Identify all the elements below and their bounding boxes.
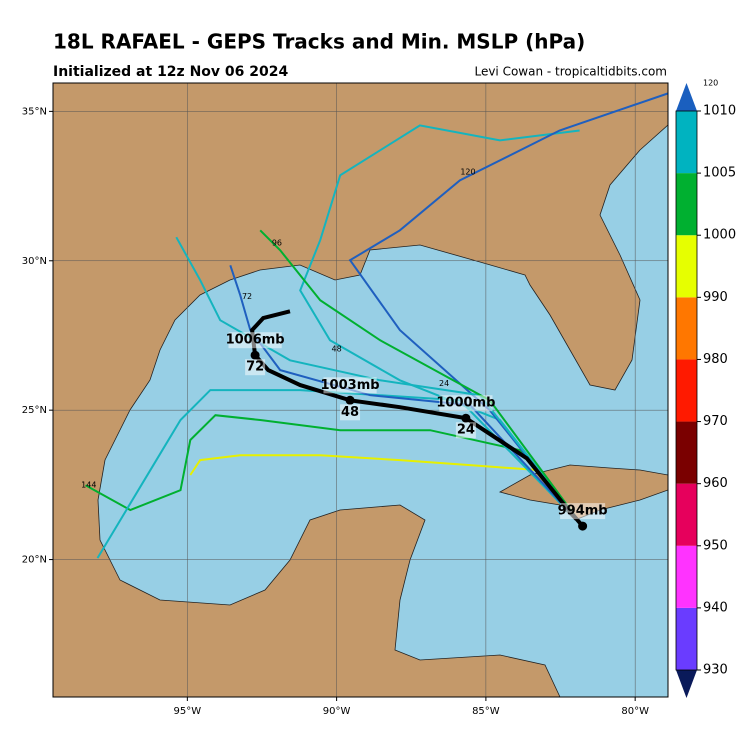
tracks: 24 48 72 96 120 144 994mb 1000mb 1003mb 1006mb 24 4… bbox=[81, 92, 668, 559]
y-tick-label: 20°N bbox=[22, 555, 47, 566]
hour-label: 48 bbox=[341, 405, 359, 420]
water bbox=[97, 124, 668, 697]
track-point bbox=[250, 350, 260, 360]
hour-annotation: 96 bbox=[272, 238, 282, 247]
colorbar-tick-label: 930 bbox=[703, 663, 728, 678]
colorbar-tick-label: 1010 bbox=[703, 104, 736, 119]
label-box bbox=[340, 404, 361, 421]
colorbar-under bbox=[676, 670, 697, 698]
x-tick-label: 95°W bbox=[174, 706, 202, 717]
x-tick-label: 90°W bbox=[323, 706, 351, 717]
x-tick-label: 85°W bbox=[472, 706, 500, 717]
hour-annotation: 144 bbox=[81, 480, 96, 489]
map: 24 48 72 96 120 144 994mb 1000mb 1003mb 1006mb 24 4… bbox=[53, 83, 668, 697]
colorbar-tick-label: 960 bbox=[703, 476, 728, 491]
y-tick-label: 25°N bbox=[22, 405, 47, 416]
colorbar-tick-label: 1005 bbox=[703, 166, 736, 181]
colorbar-segment bbox=[676, 173, 697, 236]
hour-label: 24 bbox=[457, 423, 475, 438]
track-point bbox=[578, 521, 588, 531]
credit: Levi Cowan - tropicaltidbits.com bbox=[474, 65, 667, 79]
label-box bbox=[228, 332, 282, 349]
colorbar-over bbox=[676, 83, 697, 111]
label-box bbox=[455, 422, 476, 439]
hour-label: 72 bbox=[246, 360, 264, 375]
label-box bbox=[560, 503, 606, 520]
colorbar-segment bbox=[676, 421, 697, 484]
ensemble-track bbox=[259, 229, 584, 527]
hour-annotation: 72 bbox=[242, 292, 252, 301]
colorbar-tick-label: 970 bbox=[703, 414, 728, 429]
colorbar-segment bbox=[676, 359, 697, 422]
x-tick-label: 80°W bbox=[621, 706, 649, 717]
hour-annotation: 24 bbox=[439, 379, 449, 388]
colorbar-segment bbox=[676, 111, 697, 174]
pressure-label: 1003mb bbox=[321, 378, 380, 393]
colorbar-top-label: 120 bbox=[703, 79, 718, 88]
pressure-label: 1000mb bbox=[436, 396, 495, 411]
track-point bbox=[461, 413, 471, 423]
colorbar-segment bbox=[676, 483, 697, 546]
colorbar-tick-label: 940 bbox=[703, 600, 728, 615]
colorbar: 930 940 950 960 970 980 990 1000 1005 1010 120 bbox=[675, 79, 736, 698]
colorbar-segment bbox=[676, 297, 697, 360]
axes: 95°W 90°W 85°W 80°W 20°N 25°N 30°N 35°N bbox=[22, 106, 649, 717]
label-box bbox=[439, 395, 493, 412]
hour-annotation: 48 bbox=[332, 344, 342, 353]
label-box bbox=[323, 377, 377, 394]
chart-subtitle: Initialized at 12z Nov 06 2024 bbox=[53, 64, 288, 80]
colorbar-tick-label: 950 bbox=[703, 538, 728, 553]
colorbar-segment bbox=[676, 545, 697, 608]
colorbar-frame bbox=[675, 110, 698, 671]
map-frame bbox=[52, 82, 669, 698]
colorbar-tick-label: 990 bbox=[703, 290, 728, 305]
y-tick-label: 30°N bbox=[22, 256, 47, 267]
colorbar-segment bbox=[676, 235, 697, 298]
y-tick-label: 35°N bbox=[22, 106, 47, 117]
colorbar-tick-label: 1000 bbox=[703, 228, 736, 243]
grid bbox=[53, 83, 668, 697]
pressure-label: 994mb bbox=[558, 504, 608, 519]
track-point bbox=[345, 395, 355, 405]
hour-annotation: 120 bbox=[460, 168, 475, 177]
pressure-label: 1006mb bbox=[226, 333, 285, 348]
label-box bbox=[245, 359, 266, 376]
ensemble-track bbox=[85, 414, 584, 527]
colorbar-tick-label: 980 bbox=[703, 352, 728, 367]
chart-title: 18L RAFAEL - GEPS Tracks and Min. MSLP (… bbox=[53, 30, 585, 54]
colorbar-segment bbox=[676, 607, 697, 670]
